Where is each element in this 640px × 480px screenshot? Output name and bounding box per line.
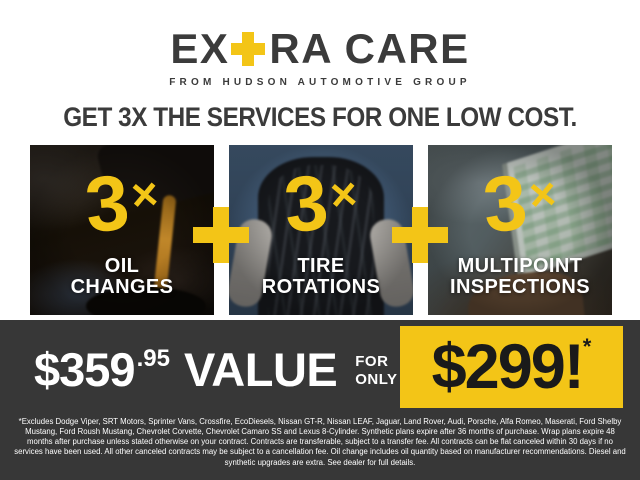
service-label-line1: TIRE bbox=[297, 254, 345, 277]
value-cents: .95 bbox=[136, 345, 170, 372]
logo-tagline: FROM HUDSON AUTOMOTIVE GROUP bbox=[169, 77, 471, 88]
value-statement: $359 .95 VALUE FOR ONLY bbox=[34, 346, 398, 393]
multiplier-number: 3 bbox=[81, 157, 133, 250]
brand-logo: EX RA CARE FROM HUDSON AUTOMOTIVE GROUP bbox=[0, 28, 640, 89]
price-asterisk: * bbox=[582, 334, 592, 359]
for-label: FOR bbox=[355, 353, 389, 370]
service-label-line1: OIL bbox=[104, 254, 140, 277]
service-label-line2: INSPECTIONS bbox=[450, 276, 590, 299]
plus-icon bbox=[392, 207, 448, 263]
photo-shade bbox=[428, 145, 612, 315]
multiplier-times: × bbox=[128, 166, 161, 222]
service-label-line1: MULTIPOINT bbox=[457, 254, 583, 277]
tire-rotation-photo: 3× TIRE ROTATIONS bbox=[229, 145, 413, 315]
tire-shape bbox=[258, 157, 384, 315]
price-amount: $299! bbox=[431, 331, 585, 402]
value-dollars: $359 bbox=[34, 343, 136, 396]
photo-shade bbox=[229, 145, 413, 315]
services-row: 3× OIL CHANGES 3× TIRE ROTATIONS bbox=[30, 145, 612, 315]
only-label: ONLY bbox=[355, 371, 398, 388]
service-label-line2: ROTATIONS bbox=[261, 276, 381, 299]
value-word: VALUE bbox=[183, 343, 338, 396]
oil-change-photo: 3× OIL CHANGES bbox=[30, 145, 214, 315]
service-label-multipoint-inspections: MULTIPOINT INSPECTIONS bbox=[428, 254, 612, 299]
multiplier-times: × bbox=[526, 166, 559, 222]
service-label-oil-changes: OIL CHANGES bbox=[30, 254, 214, 299]
price-box: $299! * bbox=[400, 326, 623, 408]
logo-wordmark: EX RA CARE bbox=[0, 28, 640, 70]
photo-shade bbox=[30, 145, 214, 315]
plus-icon bbox=[231, 32, 266, 66]
headline: GET 3X THE SERVICES FOR ONE LOW COST. bbox=[63, 102, 577, 132]
multipoint-inspection-photo: 3× MULTIPOINT INSPECTIONS bbox=[428, 145, 612, 315]
oil-pool-shape bbox=[86, 287, 206, 315]
logo-text-suffix: RA CARE bbox=[269, 25, 470, 72]
for-only-label: FOR ONLY bbox=[355, 353, 397, 389]
multiplier-times: × bbox=[327, 166, 360, 222]
plus-icon bbox=[193, 207, 249, 263]
multiplier-number: 3 bbox=[479, 157, 531, 250]
logo-text-prefix: EX bbox=[170, 25, 230, 72]
price-band: $359 .95 VALUE FOR ONLY $299! * *Exclude… bbox=[0, 320, 640, 480]
service-label-tire-rotations: TIRE ROTATIONS bbox=[229, 254, 413, 299]
multiplier-number: 3 bbox=[280, 157, 332, 250]
service-label-line2: CHANGES bbox=[70, 276, 174, 299]
disclaimer-text: *Excludes Dodge Viper, SRT Motors, Sprin… bbox=[14, 417, 626, 467]
